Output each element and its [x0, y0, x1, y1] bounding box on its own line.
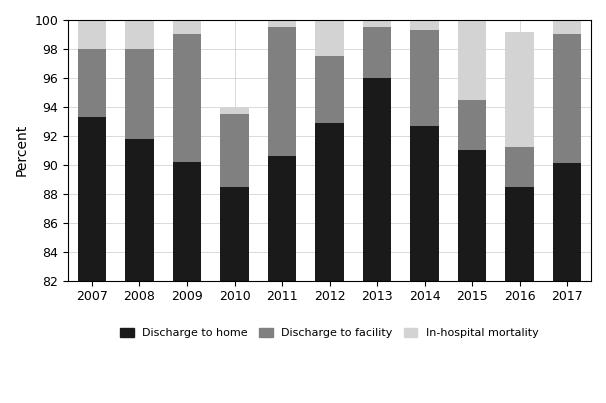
Bar [458, 100, 487, 150]
Bar [125, 139, 154, 280]
Bar [315, 123, 344, 280]
Y-axis label: Percent: Percent [15, 124, 29, 177]
Bar [410, 20, 439, 30]
Bar [505, 187, 534, 280]
Legend: Discharge to home, Discharge to facility, In-hospital mortality: Discharge to home, Discharge to facility… [116, 324, 544, 343]
Bar [410, 30, 439, 126]
Bar [553, 35, 582, 163]
Bar [505, 31, 534, 147]
Bar [268, 156, 296, 280]
Bar [410, 126, 439, 280]
Bar [220, 187, 249, 280]
Bar [553, 163, 582, 280]
Bar [220, 114, 249, 187]
Bar [315, 56, 344, 123]
Bar [458, 20, 487, 100]
Bar [505, 147, 534, 187]
Bar [78, 117, 106, 280]
Bar [173, 35, 201, 162]
Bar [125, 20, 154, 49]
Bar [315, 20, 344, 56]
Bar [78, 49, 106, 117]
Bar [220, 107, 249, 114]
Bar [553, 20, 582, 35]
Bar [363, 78, 391, 280]
Bar [125, 49, 154, 139]
Bar [363, 20, 391, 27]
Bar [173, 20, 201, 35]
Bar [458, 150, 487, 280]
Bar [268, 27, 296, 156]
Bar [173, 162, 201, 280]
Bar [363, 27, 391, 78]
Bar [268, 20, 296, 27]
Bar [78, 20, 106, 49]
